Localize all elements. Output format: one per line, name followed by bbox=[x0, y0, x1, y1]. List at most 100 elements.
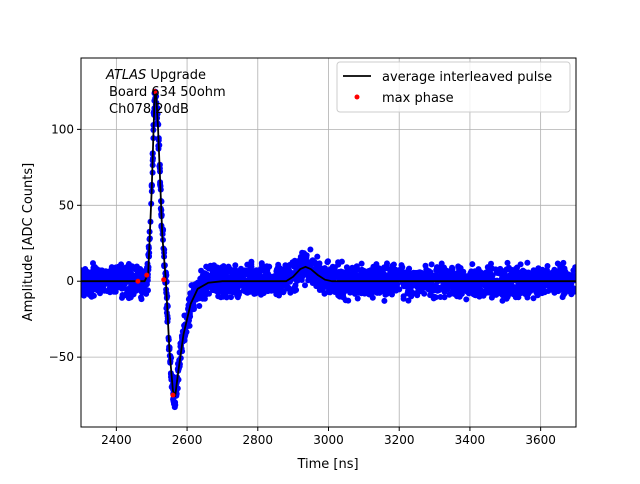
svg-text:ATLAS Upgrade: ATLAS Upgrade bbox=[105, 68, 206, 83]
sample-point bbox=[529, 272, 536, 279]
sample-point bbox=[337, 290, 344, 297]
sample-point bbox=[560, 259, 567, 266]
annotation-board: Board 634 50ohm bbox=[109, 85, 226, 100]
sample-point bbox=[188, 282, 195, 289]
sample-point bbox=[354, 295, 361, 302]
sample-point bbox=[255, 288, 262, 295]
sample-point bbox=[213, 287, 219, 294]
sample-point bbox=[392, 274, 399, 281]
sample-point bbox=[272, 287, 279, 293]
sample-point bbox=[170, 398, 177, 405]
sample-point bbox=[366, 291, 373, 298]
sample-point bbox=[572, 264, 576, 271]
sample-point bbox=[363, 272, 370, 279]
sample-point bbox=[557, 266, 564, 273]
sample-point bbox=[331, 275, 337, 282]
max-phase-point bbox=[161, 277, 167, 283]
sample-point bbox=[234, 286, 241, 293]
sample-point bbox=[442, 267, 449, 274]
sample-point bbox=[343, 269, 350, 276]
sample-point bbox=[424, 284, 431, 291]
sample-point bbox=[561, 290, 568, 297]
sample-point bbox=[415, 269, 422, 276]
sample-point bbox=[534, 292, 541, 299]
sample-point bbox=[138, 296, 145, 303]
sample-point bbox=[478, 274, 485, 281]
x-tick-label: 2400 bbox=[101, 433, 132, 447]
sample-point bbox=[504, 293, 511, 300]
sample-point bbox=[117, 274, 124, 281]
sample-point bbox=[569, 286, 576, 293]
sample-point bbox=[505, 264, 512, 271]
sample-point bbox=[400, 295, 407, 302]
sample-point bbox=[326, 269, 333, 276]
sample-point bbox=[201, 270, 208, 277]
sample-point bbox=[547, 282, 554, 289]
sample-point bbox=[285, 285, 292, 292]
sample-point bbox=[506, 277, 513, 284]
sample-point bbox=[380, 281, 387, 288]
sample-point bbox=[394, 281, 401, 288]
sample-point bbox=[257, 274, 264, 281]
annotation: ATLAS Upgrade Board 634 50ohm Ch078 20dB bbox=[105, 68, 226, 117]
sample-point bbox=[221, 266, 228, 273]
sample-point bbox=[463, 296, 470, 303]
sample-point bbox=[81, 292, 87, 299]
sample-point bbox=[379, 286, 386, 293]
sample-point bbox=[408, 288, 415, 295]
x-tick-label: 3000 bbox=[313, 433, 344, 447]
sample-point bbox=[420, 280, 427, 287]
sample-point bbox=[119, 285, 125, 292]
sample-point bbox=[268, 283, 275, 290]
sample-point bbox=[298, 275, 305, 282]
sample-point bbox=[341, 286, 348, 293]
sample-point bbox=[544, 267, 550, 274]
sample-point bbox=[435, 265, 442, 272]
sample-point bbox=[325, 258, 331, 265]
sample-point bbox=[485, 281, 492, 288]
x-tick-label: 3600 bbox=[525, 433, 556, 447]
sample-point bbox=[321, 290, 328, 297]
sample-point bbox=[487, 273, 494, 279]
sample-point bbox=[538, 283, 545, 289]
sample-point bbox=[367, 286, 374, 293]
y-tick-label: 50 bbox=[59, 198, 74, 212]
sample-point bbox=[291, 257, 298, 264]
sample-point bbox=[499, 292, 506, 299]
sample-point bbox=[460, 287, 467, 294]
sample-point bbox=[383, 262, 390, 269]
average-pulse-line bbox=[81, 91, 576, 397]
annotation-upgrade: Upgrade bbox=[146, 68, 206, 83]
sample-point bbox=[265, 270, 271, 277]
sample-point bbox=[381, 297, 388, 304]
sample-point bbox=[469, 261, 476, 268]
sample-point bbox=[246, 262, 253, 269]
sample-point bbox=[109, 268, 116, 275]
sample-point bbox=[535, 265, 542, 272]
annotation-atlas: ATLAS bbox=[105, 68, 146, 83]
sample-point bbox=[530, 281, 537, 288]
sample-point bbox=[385, 274, 392, 281]
sample-point bbox=[404, 271, 411, 278]
sample-point bbox=[81, 267, 85, 274]
sample-point bbox=[252, 274, 259, 281]
sample-point bbox=[201, 295, 208, 302]
sample-point bbox=[112, 288, 119, 295]
sample-point bbox=[137, 287, 144, 294]
sample-point bbox=[521, 269, 527, 276]
sample-point bbox=[217, 294, 224, 301]
sample-point bbox=[108, 264, 115, 271]
sample-point bbox=[530, 295, 537, 302]
sample-point bbox=[376, 271, 382, 278]
max-phase-points bbox=[135, 88, 176, 398]
x-tick-label: 3200 bbox=[384, 433, 415, 447]
sample-point bbox=[361, 267, 367, 274]
max-phase-point bbox=[170, 392, 176, 398]
sample-point bbox=[468, 268, 475, 275]
sample-point bbox=[143, 290, 150, 297]
sample-point bbox=[88, 269, 95, 276]
sample-point bbox=[205, 265, 212, 272]
max-phase-point bbox=[144, 272, 150, 278]
sample-point bbox=[130, 284, 137, 291]
